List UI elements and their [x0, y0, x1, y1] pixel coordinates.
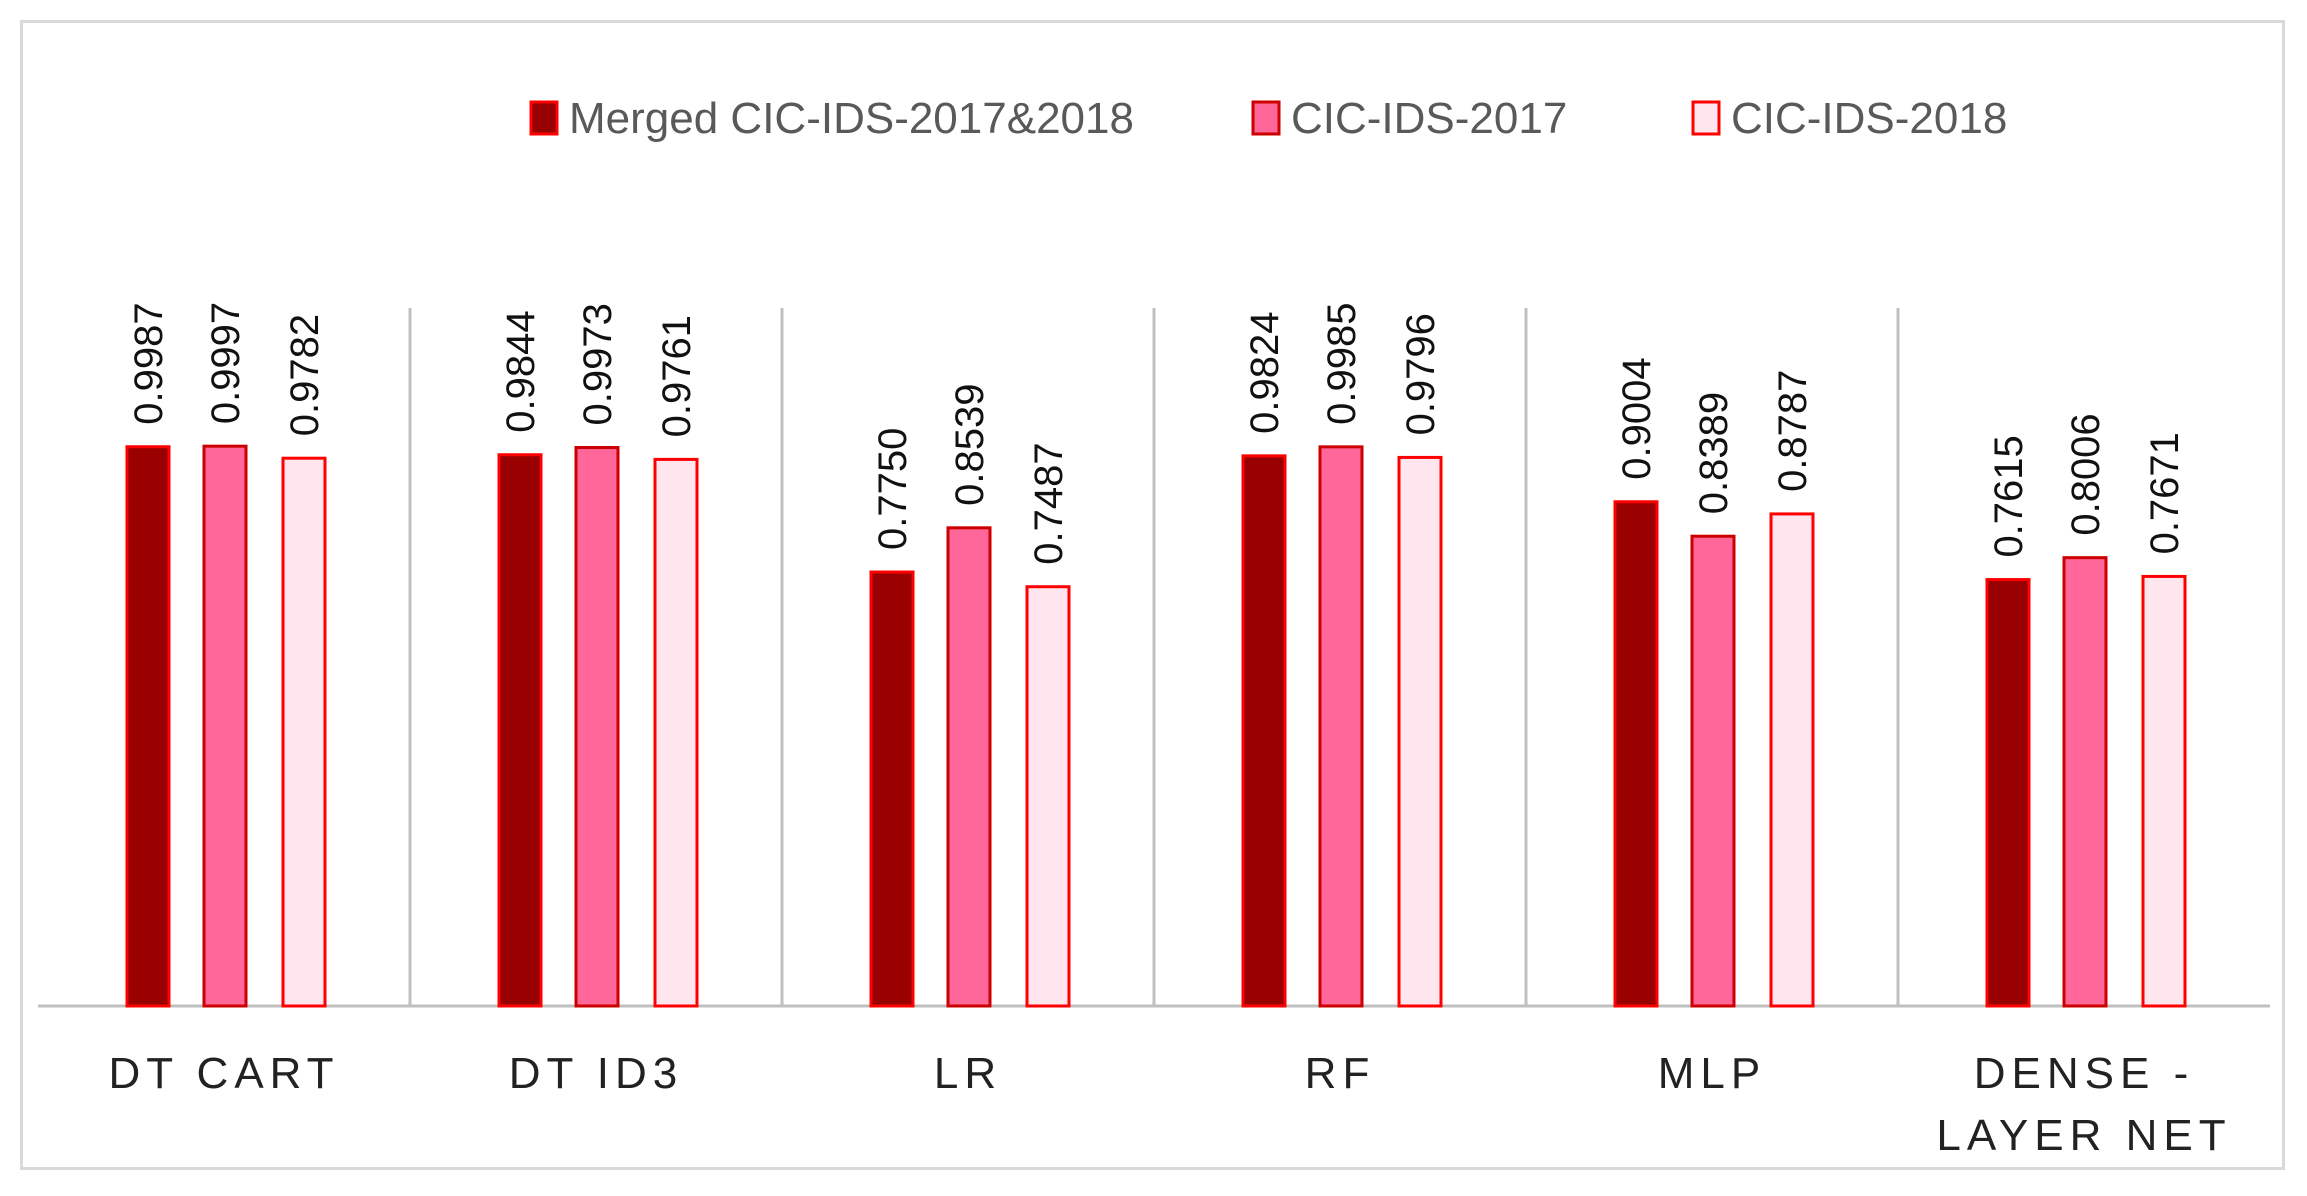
data-label: 0.7487: [1027, 442, 1071, 564]
bar-3-1: [1318, 445, 1364, 1008]
bar-2-1: [946, 526, 992, 1008]
data-label: 0.8006: [2064, 413, 2108, 535]
bar-chart: 0.9987 0.9997 0.9782 DT CART 0.9844 0.9973 0.9…: [38, 94, 2270, 1160]
chart-frame: 0.9987 0.9997 0.9782 DT CART 0.9844 0.9973 0.9…: [20, 20, 2285, 1170]
data-label: 0.9796: [1399, 313, 1443, 435]
x-tick-label: MLP: [1658, 1049, 1766, 1098]
data-label: 0.9004: [1615, 357, 1659, 479]
x-tick-label: RF: [1305, 1049, 1376, 1098]
bar-5-0: [1985, 578, 2031, 1008]
bar-1-1: [574, 446, 620, 1008]
bar-4-1: [1690, 534, 1736, 1008]
bar-2-2: [1025, 585, 1071, 1008]
x-tick-label: DT CART: [108, 1049, 339, 1098]
data-label: 0.7671: [2143, 432, 2187, 554]
x-tick-label: LAYER NET: [1936, 1111, 2231, 1160]
x-tick-label: LR: [934, 1049, 1002, 1098]
data-label: 0.7750: [871, 428, 915, 550]
data-label: 0.9997: [204, 302, 248, 424]
data-label: 0.8389: [1692, 392, 1736, 514]
legend-entry: Merged CIC-IDS-2017&2018: [569, 94, 1134, 143]
data-label: 0.9844: [499, 310, 543, 432]
data-label: 0.9987: [127, 302, 171, 424]
legend-entry: CIC-IDS-2017: [1291, 94, 1567, 143]
data-label: 0.7615: [1987, 435, 2031, 557]
data-label: 0.9973: [576, 303, 620, 425]
data-label: 0.9761: [655, 315, 699, 437]
x-tick-label: DENSE -: [1974, 1049, 2194, 1098]
legend-swatch: [1251, 100, 1281, 136]
bar-4-2: [1769, 512, 1815, 1008]
legend-swatch: [529, 100, 559, 136]
bar-3-2: [1397, 455, 1443, 1008]
bar-1-0: [497, 453, 543, 1008]
legend-entry: CIC-IDS-2018: [1731, 94, 2007, 143]
data-label: 0.8787: [1771, 370, 1815, 492]
bar-0-0: [125, 445, 171, 1008]
bar-5-2: [2141, 574, 2187, 1008]
legend-swatch: [1691, 100, 1721, 136]
data-label: 0.9985: [1320, 302, 1364, 424]
bar-0-1: [202, 444, 248, 1008]
data-label: 0.9824: [1243, 312, 1287, 434]
bar-1-2: [653, 457, 699, 1008]
bar-3-0: [1241, 454, 1287, 1008]
bar-5-1: [2062, 556, 2108, 1008]
data-label: 0.8539: [948, 383, 992, 505]
data-label: 0.9782: [283, 314, 327, 436]
bar-4-0: [1613, 500, 1659, 1008]
bar-0-2: [281, 456, 327, 1008]
x-tick-label: DT ID3: [509, 1049, 684, 1098]
bar-2-0: [869, 570, 915, 1008]
